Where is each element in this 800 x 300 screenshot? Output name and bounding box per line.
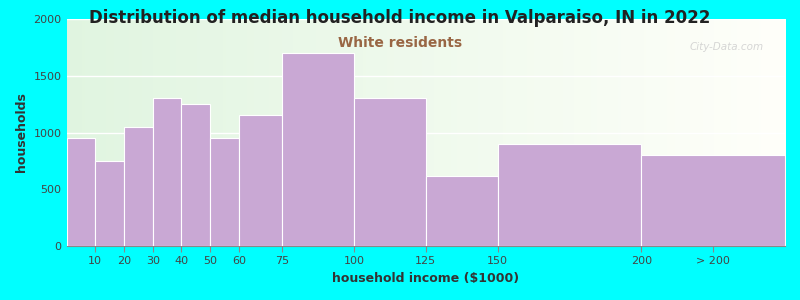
Bar bbox=[282, 53, 354, 246]
Bar bbox=[354, 98, 426, 246]
Bar bbox=[66, 138, 95, 246]
Bar bbox=[642, 155, 785, 246]
Bar bbox=[498, 144, 642, 246]
Bar bbox=[426, 176, 498, 246]
Text: City-Data.com: City-Data.com bbox=[690, 42, 763, 52]
Bar bbox=[239, 116, 282, 246]
Y-axis label: households: households bbox=[15, 93, 28, 172]
Text: White residents: White residents bbox=[338, 36, 462, 50]
Text: Distribution of median household income in Valparaiso, IN in 2022: Distribution of median household income … bbox=[90, 9, 710, 27]
Bar bbox=[95, 161, 124, 246]
X-axis label: household income ($1000): household income ($1000) bbox=[332, 272, 519, 285]
Bar bbox=[182, 104, 210, 246]
Bar bbox=[124, 127, 153, 246]
Bar bbox=[153, 98, 182, 246]
Bar bbox=[210, 138, 239, 246]
